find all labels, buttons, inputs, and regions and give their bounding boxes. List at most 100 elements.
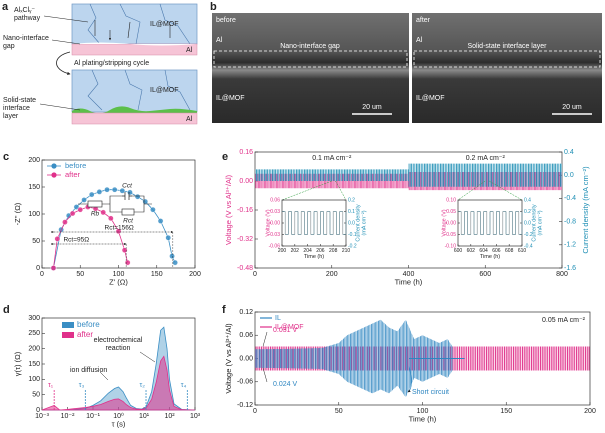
label: Solid-state interface layer bbox=[468, 43, 548, 50]
label: layer bbox=[3, 113, 19, 120]
resistor bbox=[121, 208, 135, 216]
label: 20 um bbox=[562, 104, 582, 111]
mof-layer bbox=[71, 69, 198, 113]
y-tick-label: 0.00 bbox=[446, 220, 456, 226]
legend-marker bbox=[51, 163, 57, 169]
data-point bbox=[119, 187, 126, 194]
y-tick-label: 0.00 bbox=[270, 220, 280, 226]
sem-image bbox=[212, 13, 409, 123]
label: IL@MOF bbox=[216, 95, 245, 102]
series-line bbox=[53, 206, 129, 269]
leader bbox=[407, 366, 412, 393]
y-axis-label: γ(τ) (Ω) bbox=[13, 351, 22, 376]
x-axis-label: Time (h) bbox=[395, 278, 423, 287]
data-point bbox=[77, 206, 84, 213]
data-point bbox=[69, 210, 76, 217]
legend-label: before bbox=[77, 320, 100, 329]
legend-swatch bbox=[62, 332, 74, 338]
region-box bbox=[213, 50, 408, 68]
y2-axis-label: (mA cm⁻²) bbox=[361, 210, 367, 235]
annotation: 0.05 mA cm⁻² bbox=[542, 317, 586, 324]
x-tick-label: 200 bbox=[189, 271, 201, 278]
y-tick-label: 0 bbox=[36, 265, 40, 272]
y-axis-label: -Z'' (Ω) bbox=[13, 202, 22, 225]
data-point bbox=[100, 209, 106, 216]
x-tick-label: 10¹ bbox=[139, 413, 150, 420]
data-point bbox=[172, 259, 178, 266]
data-point bbox=[96, 189, 103, 195]
y2-tick-label: -1.2 bbox=[564, 242, 576, 249]
tau-label: τ₄ bbox=[181, 382, 187, 389]
annotation: Short circuit bbox=[412, 389, 449, 396]
x-tick-label: 204 bbox=[303, 248, 312, 254]
interface-layer bbox=[72, 106, 197, 114]
label: Solid-state bbox=[3, 97, 36, 104]
y-axis-label: Voltage (V) bbox=[265, 209, 271, 236]
al-layer bbox=[71, 112, 198, 125]
x-tick-label: 800 bbox=[556, 271, 568, 278]
leader bbox=[99, 371, 109, 381]
annotation: Rct=95Ω bbox=[63, 237, 89, 244]
leader bbox=[262, 367, 268, 383]
x-tick-label: 200 bbox=[584, 408, 596, 415]
x-tick-label: 0 bbox=[253, 271, 257, 278]
y-axis-label: Voltage (V vs Al³⁺/Al) bbox=[224, 323, 233, 394]
annotation: ion diffusion bbox=[70, 367, 107, 374]
y2-tick-label: -0.4 bbox=[524, 243, 533, 249]
y-tick-label: 150 bbox=[28, 184, 40, 191]
voltage-band bbox=[255, 319, 453, 398]
x-tick-label: 600 bbox=[479, 271, 491, 278]
x-tick-label: 202 bbox=[291, 248, 300, 254]
circuit: Rb Cct Rct bbox=[78, 183, 152, 225]
y-tick-label: -0.32 bbox=[237, 236, 253, 243]
data-point bbox=[165, 234, 172, 241]
schematic: IL@MOF Al Al plating/stripping cycle IL@… bbox=[3, 3, 198, 125]
x-tick-label: 10⁰ bbox=[113, 412, 124, 420]
x-tick-label: 208 bbox=[329, 248, 338, 254]
x-tick-label: 206 bbox=[316, 248, 325, 254]
panel-label: f bbox=[222, 304, 226, 316]
y-tick-label: 0 bbox=[36, 407, 40, 414]
x-tick-label: 50 bbox=[335, 408, 343, 415]
annotation: 0.031 V bbox=[273, 327, 297, 334]
data-point bbox=[88, 191, 95, 198]
voltage-wave bbox=[458, 211, 523, 235]
y-tick-label: 100 bbox=[28, 211, 40, 218]
y2-tick-label: 0.2 bbox=[524, 209, 531, 215]
x-tick-label: 0 bbox=[40, 271, 44, 278]
x-axis-label: Time (h) bbox=[480, 254, 500, 260]
label: interface bbox=[3, 105, 30, 112]
y-tick-label: 150 bbox=[28, 361, 40, 368]
panel-label: e bbox=[222, 151, 228, 163]
annotation: electrochemical bbox=[94, 337, 143, 344]
grain-boundary bbox=[124, 69, 143, 111]
x-axis-label: Time (h) bbox=[304, 254, 324, 260]
y-tick-label: 0.00 bbox=[239, 178, 253, 185]
label: Nano-interface gap bbox=[280, 43, 340, 50]
cycle-arrow bbox=[56, 51, 71, 75]
annotation: 0.024 V bbox=[273, 381, 297, 388]
x-axis-label: Time (h) bbox=[409, 415, 437, 424]
x-tick-label: 50 bbox=[76, 271, 84, 278]
voltage-wave bbox=[282, 211, 347, 235]
legend-label: IL@MOF bbox=[275, 324, 304, 331]
grain-boundary bbox=[159, 3, 191, 45]
label: 20 um bbox=[362, 104, 382, 111]
y2-tick-label: -1.6 bbox=[564, 265, 576, 272]
y2-tick-label: 0.0 bbox=[524, 220, 531, 226]
tau-label: τ₂ bbox=[140, 382, 146, 389]
circuit-label: Rct bbox=[123, 218, 134, 225]
data-point bbox=[73, 204, 80, 210]
x-tick-label: 606 bbox=[492, 248, 501, 254]
data-point bbox=[54, 236, 61, 242]
y2-tick-label: 0.1 bbox=[348, 209, 355, 215]
tau-label: τ₁ bbox=[48, 382, 54, 389]
annotation: 0.1 mA cm⁻² bbox=[312, 155, 352, 162]
legend-label: after bbox=[65, 170, 81, 179]
y-axis-label: Voltage (V) bbox=[441, 209, 447, 236]
y-tick-label: 0.00 bbox=[239, 355, 253, 362]
leader bbox=[139, 351, 156, 363]
label: Al plating/stripping cycle bbox=[74, 60, 149, 67]
circuit-label: Cct bbox=[122, 183, 133, 190]
